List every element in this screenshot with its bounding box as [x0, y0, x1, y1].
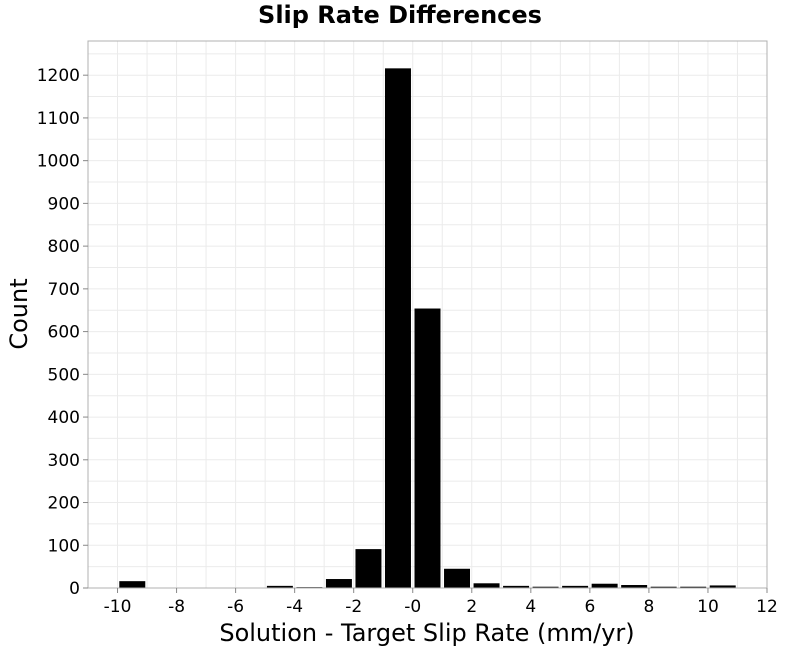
histogram-bar [532, 586, 559, 588]
histogram-bar [709, 585, 736, 588]
x-tick-label: 6 [584, 597, 595, 617]
chart-title: Slip Rate Differences [258, 1, 542, 29]
y-tick-label: 500 [48, 365, 80, 385]
histogram-bar [266, 585, 293, 588]
y-tick-label: 700 [48, 280, 80, 300]
x-axis-label: Solution - Target Slip Rate (mm/yr) [219, 619, 634, 647]
histogram-bar [325, 579, 352, 588]
y-tick-label: 600 [48, 323, 80, 343]
x-tick-label: -6 [227, 597, 244, 617]
y-tick-label: 900 [48, 194, 80, 214]
bars [119, 68, 736, 589]
y-tick-label: 1100 [37, 109, 80, 129]
x-tick-label: -0 [404, 597, 421, 617]
x-tick-label: 12 [756, 597, 778, 617]
histogram-bar [562, 585, 589, 588]
plot-area-frame [87, 40, 768, 589]
y-tick-label: 200 [48, 494, 80, 514]
histogram-bar [384, 68, 411, 589]
histogram-bar [591, 583, 618, 588]
histogram-bar [473, 583, 500, 588]
y-tick-label: 400 [48, 408, 80, 428]
x-tick-label: 8 [643, 597, 654, 617]
y-tick-label: 1000 [37, 152, 80, 172]
histogram-bar [503, 585, 530, 588]
y-tick-label: 300 [48, 451, 80, 471]
x-tick-label: -8 [168, 597, 185, 617]
y-tick-label: 1200 [37, 66, 80, 86]
y-axis-label: Count [5, 278, 33, 349]
x-tick-label: -10 [104, 597, 132, 617]
histogram-bar [621, 585, 648, 588]
y-tick-label: 800 [48, 237, 80, 257]
x-tick-label: -4 [286, 597, 303, 617]
x-tick-label: 4 [525, 597, 536, 617]
x-tick-label: -2 [345, 597, 362, 617]
histogram-bar [444, 568, 471, 588]
y-tick-label: 100 [48, 536, 80, 556]
histogram-bar [119, 581, 146, 588]
x-tick-label: 2 [466, 597, 477, 617]
histogram-bar [680, 586, 707, 588]
histogram-bar [355, 549, 382, 588]
y-tick-label: 0 [69, 579, 80, 599]
y-axis-ticks: 0 100 200 300 400 500 600 700 800 900 1000 1100 1200 [37, 66, 88, 599]
histogram-bar [650, 586, 677, 588]
x-axis-ticks: -10 -8 -6 -4 -2 -0 2 4 6 8 10 12 [104, 588, 778, 617]
histogram-bar [414, 308, 441, 588]
x-tick-label: 10 [697, 597, 719, 617]
